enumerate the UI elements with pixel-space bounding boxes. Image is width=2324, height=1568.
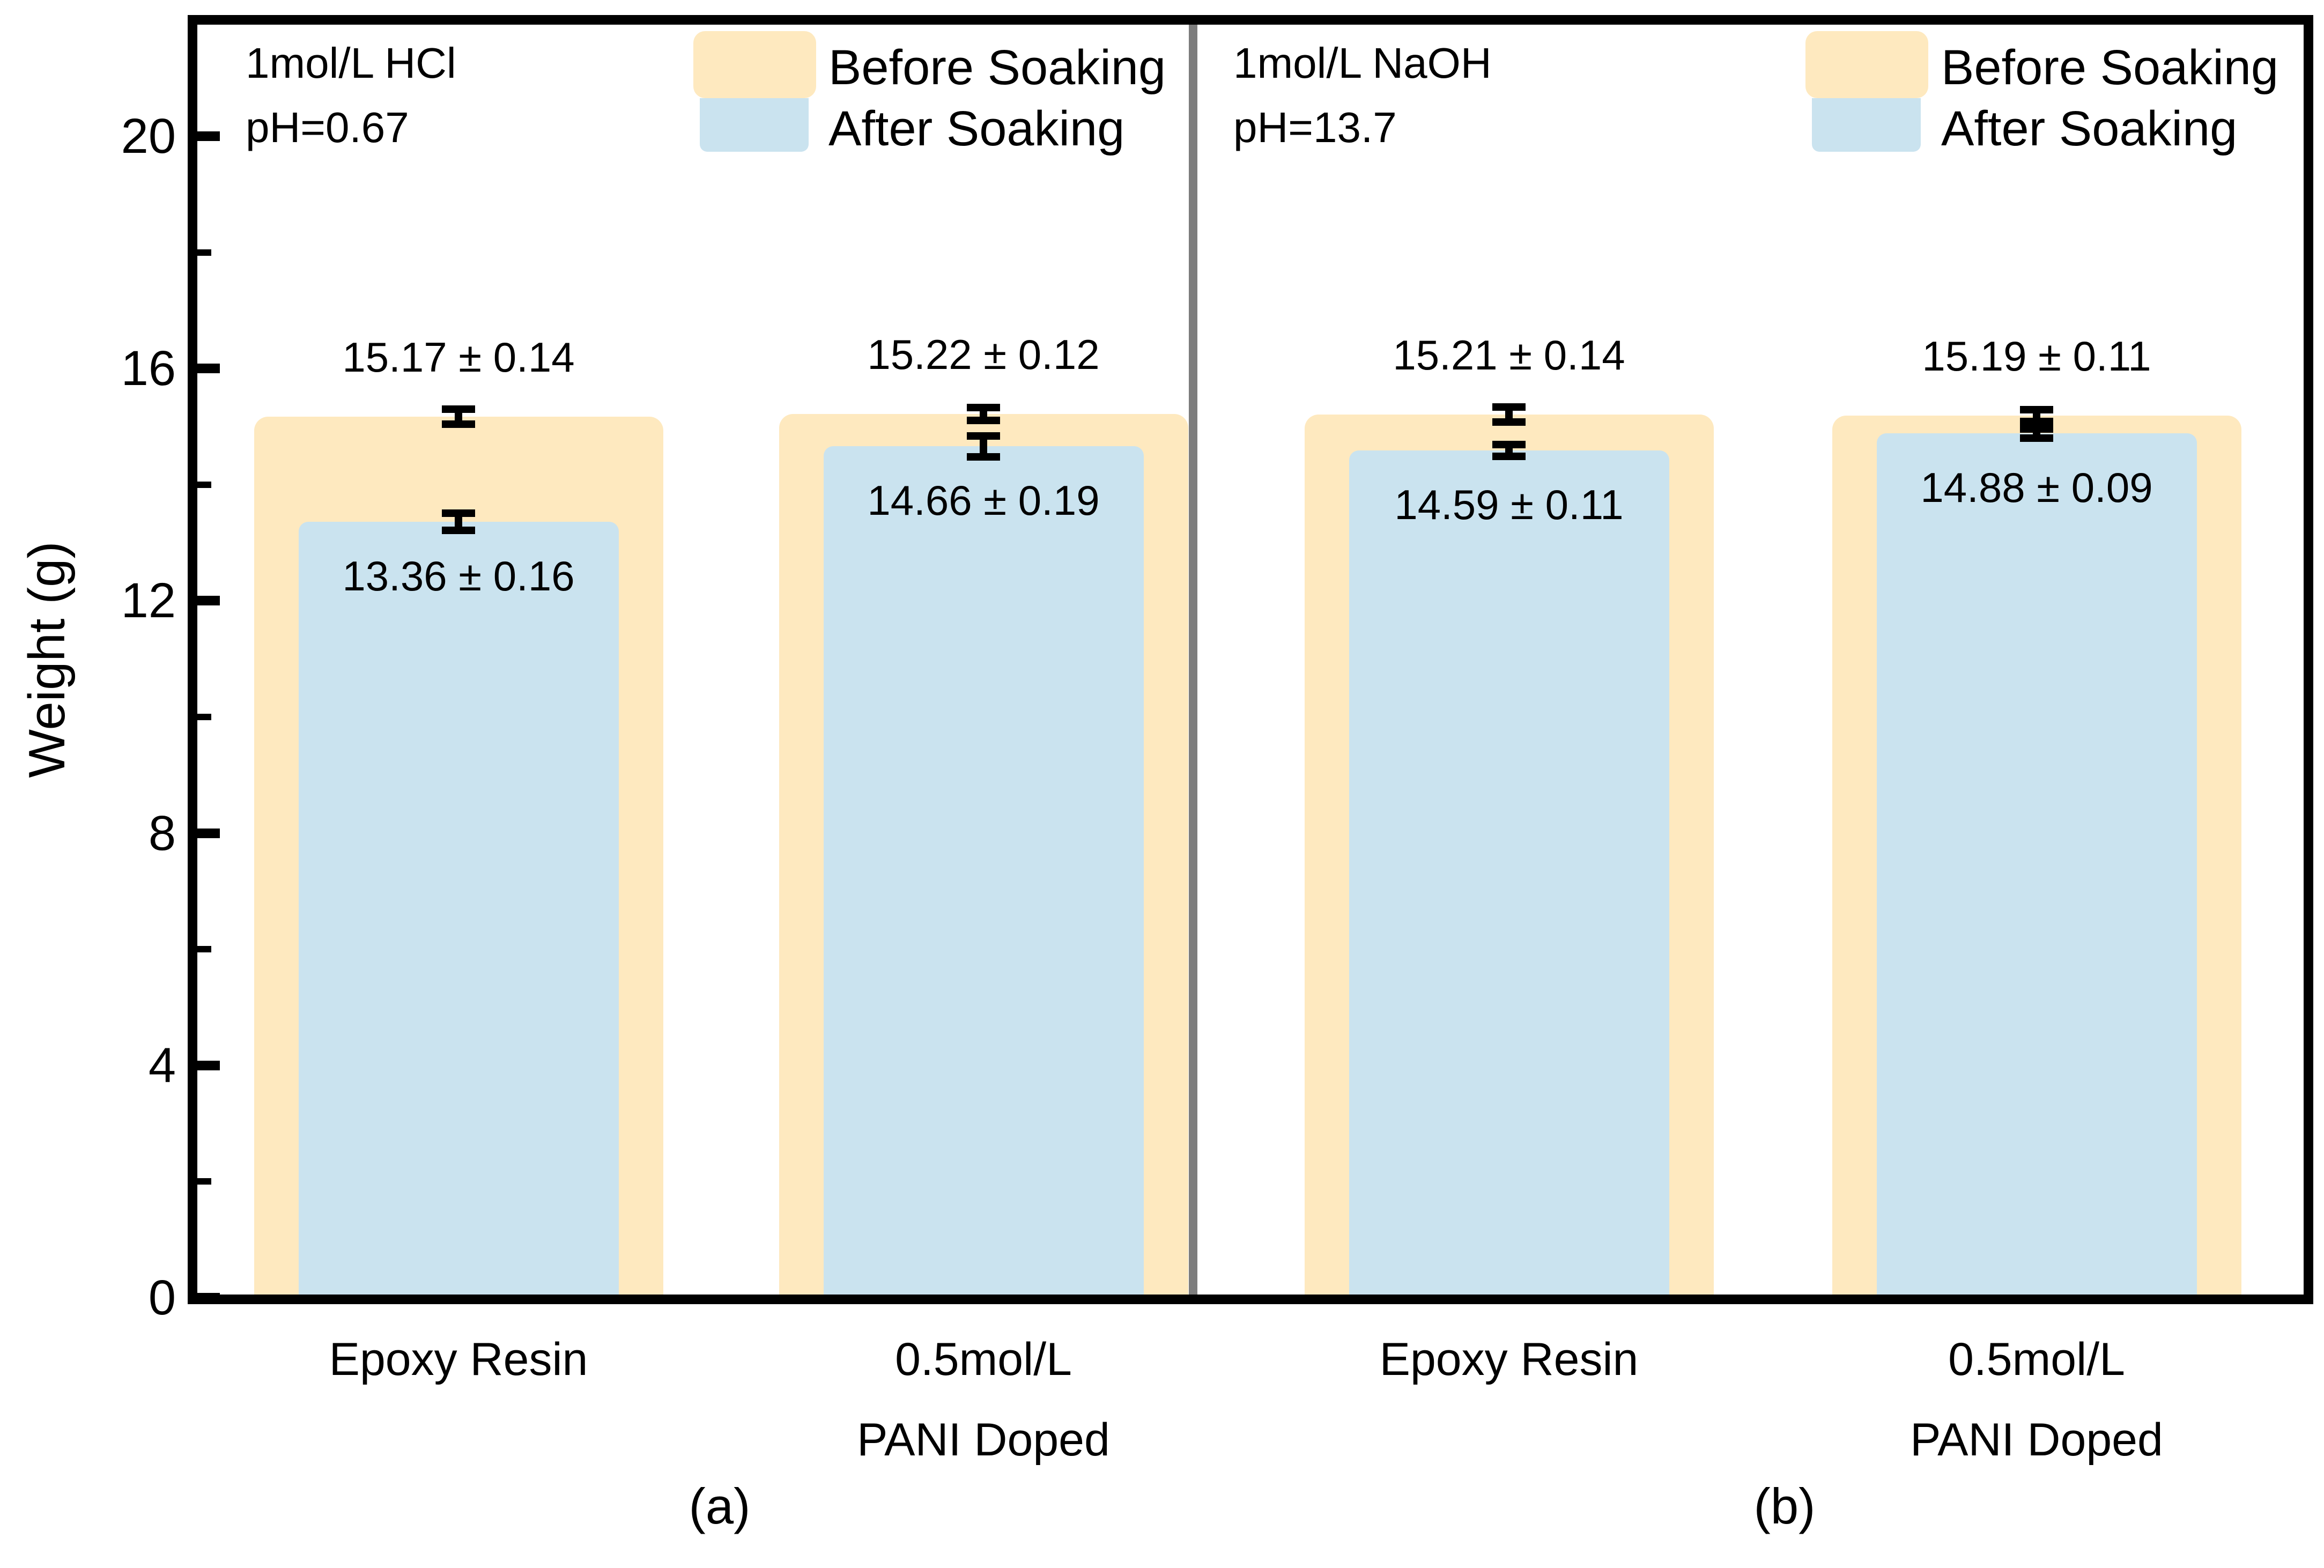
y-major-tick <box>197 1293 220 1303</box>
y-tick-label: 16 <box>121 341 176 396</box>
before-value-label: 15.22 ± 0.12 <box>867 330 1100 378</box>
error-bar-after <box>442 509 475 535</box>
error-bar-after-stem <box>2033 425 2040 442</box>
y-tick-label: 8 <box>148 805 176 861</box>
after-value-label: 14.88 ± 0.09 <box>1920 464 2153 512</box>
y-tick-label: 20 <box>121 109 176 164</box>
y-minor-tick <box>197 481 211 488</box>
panel-condition-label: 1mol/L HCl <box>246 39 456 87</box>
legend-after-label: After Soaking <box>1941 101 2238 156</box>
y-major-tick <box>197 828 220 838</box>
y-tick-label: 0 <box>148 1270 176 1325</box>
legend-after-swatch <box>1812 98 1921 152</box>
before-value-label: 15.21 ± 0.14 <box>1393 331 1625 379</box>
y-minor-tick <box>197 714 211 720</box>
error-bar-after-stem <box>1505 440 1513 460</box>
panel-letter: (b) <box>1753 1478 1816 1534</box>
legend-before-label: Before Soaking <box>828 40 1166 95</box>
x-category-label-line: Epoxy Resin <box>329 1334 588 1385</box>
x-category-label-line: PANI Doped <box>1910 1414 2163 1466</box>
y-major-tick <box>197 596 220 606</box>
y-tick-label: 12 <box>121 573 176 628</box>
error-bar-after <box>1492 440 1526 460</box>
x-category-label-line: 0.5mol/L <box>895 1334 1072 1385</box>
y-minor-tick <box>197 249 211 256</box>
y-major-tick <box>197 364 220 374</box>
error-bar-before-stem <box>455 405 462 428</box>
error-bar-before <box>2020 406 2053 425</box>
error-bar-before <box>967 403 1000 424</box>
error-bar-before-stem <box>2033 406 2040 425</box>
bar-after-soaking <box>1349 450 1669 1295</box>
panel-condition-label: 1mol/L NaOH <box>1233 39 1492 87</box>
y-minor-tick <box>197 1178 211 1185</box>
y-major-tick <box>197 131 220 141</box>
error-bar-after <box>2020 425 2053 442</box>
after-value-label: 14.66 ± 0.19 <box>867 477 1100 524</box>
x-category-label-line: PANI Doped <box>857 1414 1110 1466</box>
x-category-label-line: 0.5mol/L <box>1948 1334 2125 1385</box>
y-tick-label: 4 <box>148 1038 176 1093</box>
legend-before-swatch <box>693 31 816 98</box>
x-category-label-line: Epoxy Resin <box>1379 1334 1639 1385</box>
panel-letter: (a) <box>689 1478 751 1534</box>
panel-ph-label: pH=0.67 <box>246 103 409 151</box>
after-value-label: 14.59 ± 0.11 <box>1394 480 1624 528</box>
error-bar-after-stem <box>980 432 987 461</box>
error-bar-after-stem <box>455 509 462 535</box>
before-value-label: 15.19 ± 0.11 <box>1922 332 2151 380</box>
panel-divider-line <box>1189 25 1197 1295</box>
bar-after-soaking <box>823 446 1144 1295</box>
legend-after-label: After Soaking <box>828 101 1125 156</box>
error-bar-before <box>1492 403 1526 426</box>
legend-before-label: Before Soaking <box>1941 40 2279 95</box>
bar-after-soaking <box>1876 433 2197 1295</box>
y-major-tick <box>197 1060 220 1070</box>
after-value-label: 13.36 ± 0.16 <box>342 552 575 600</box>
error-bar-before-stem <box>1505 403 1513 426</box>
before-value-label: 15.17 ± 0.14 <box>342 334 575 381</box>
bar-after-soaking <box>298 522 619 1295</box>
error-bar-before-stem <box>980 403 987 424</box>
error-bar-before <box>442 405 475 428</box>
panel-ph-label: pH=13.7 <box>1233 103 1397 151</box>
y-minor-tick <box>197 946 211 953</box>
legend-before-swatch <box>1805 31 1928 98</box>
error-bar-after <box>967 432 1000 461</box>
legend-after-swatch <box>700 98 809 152</box>
